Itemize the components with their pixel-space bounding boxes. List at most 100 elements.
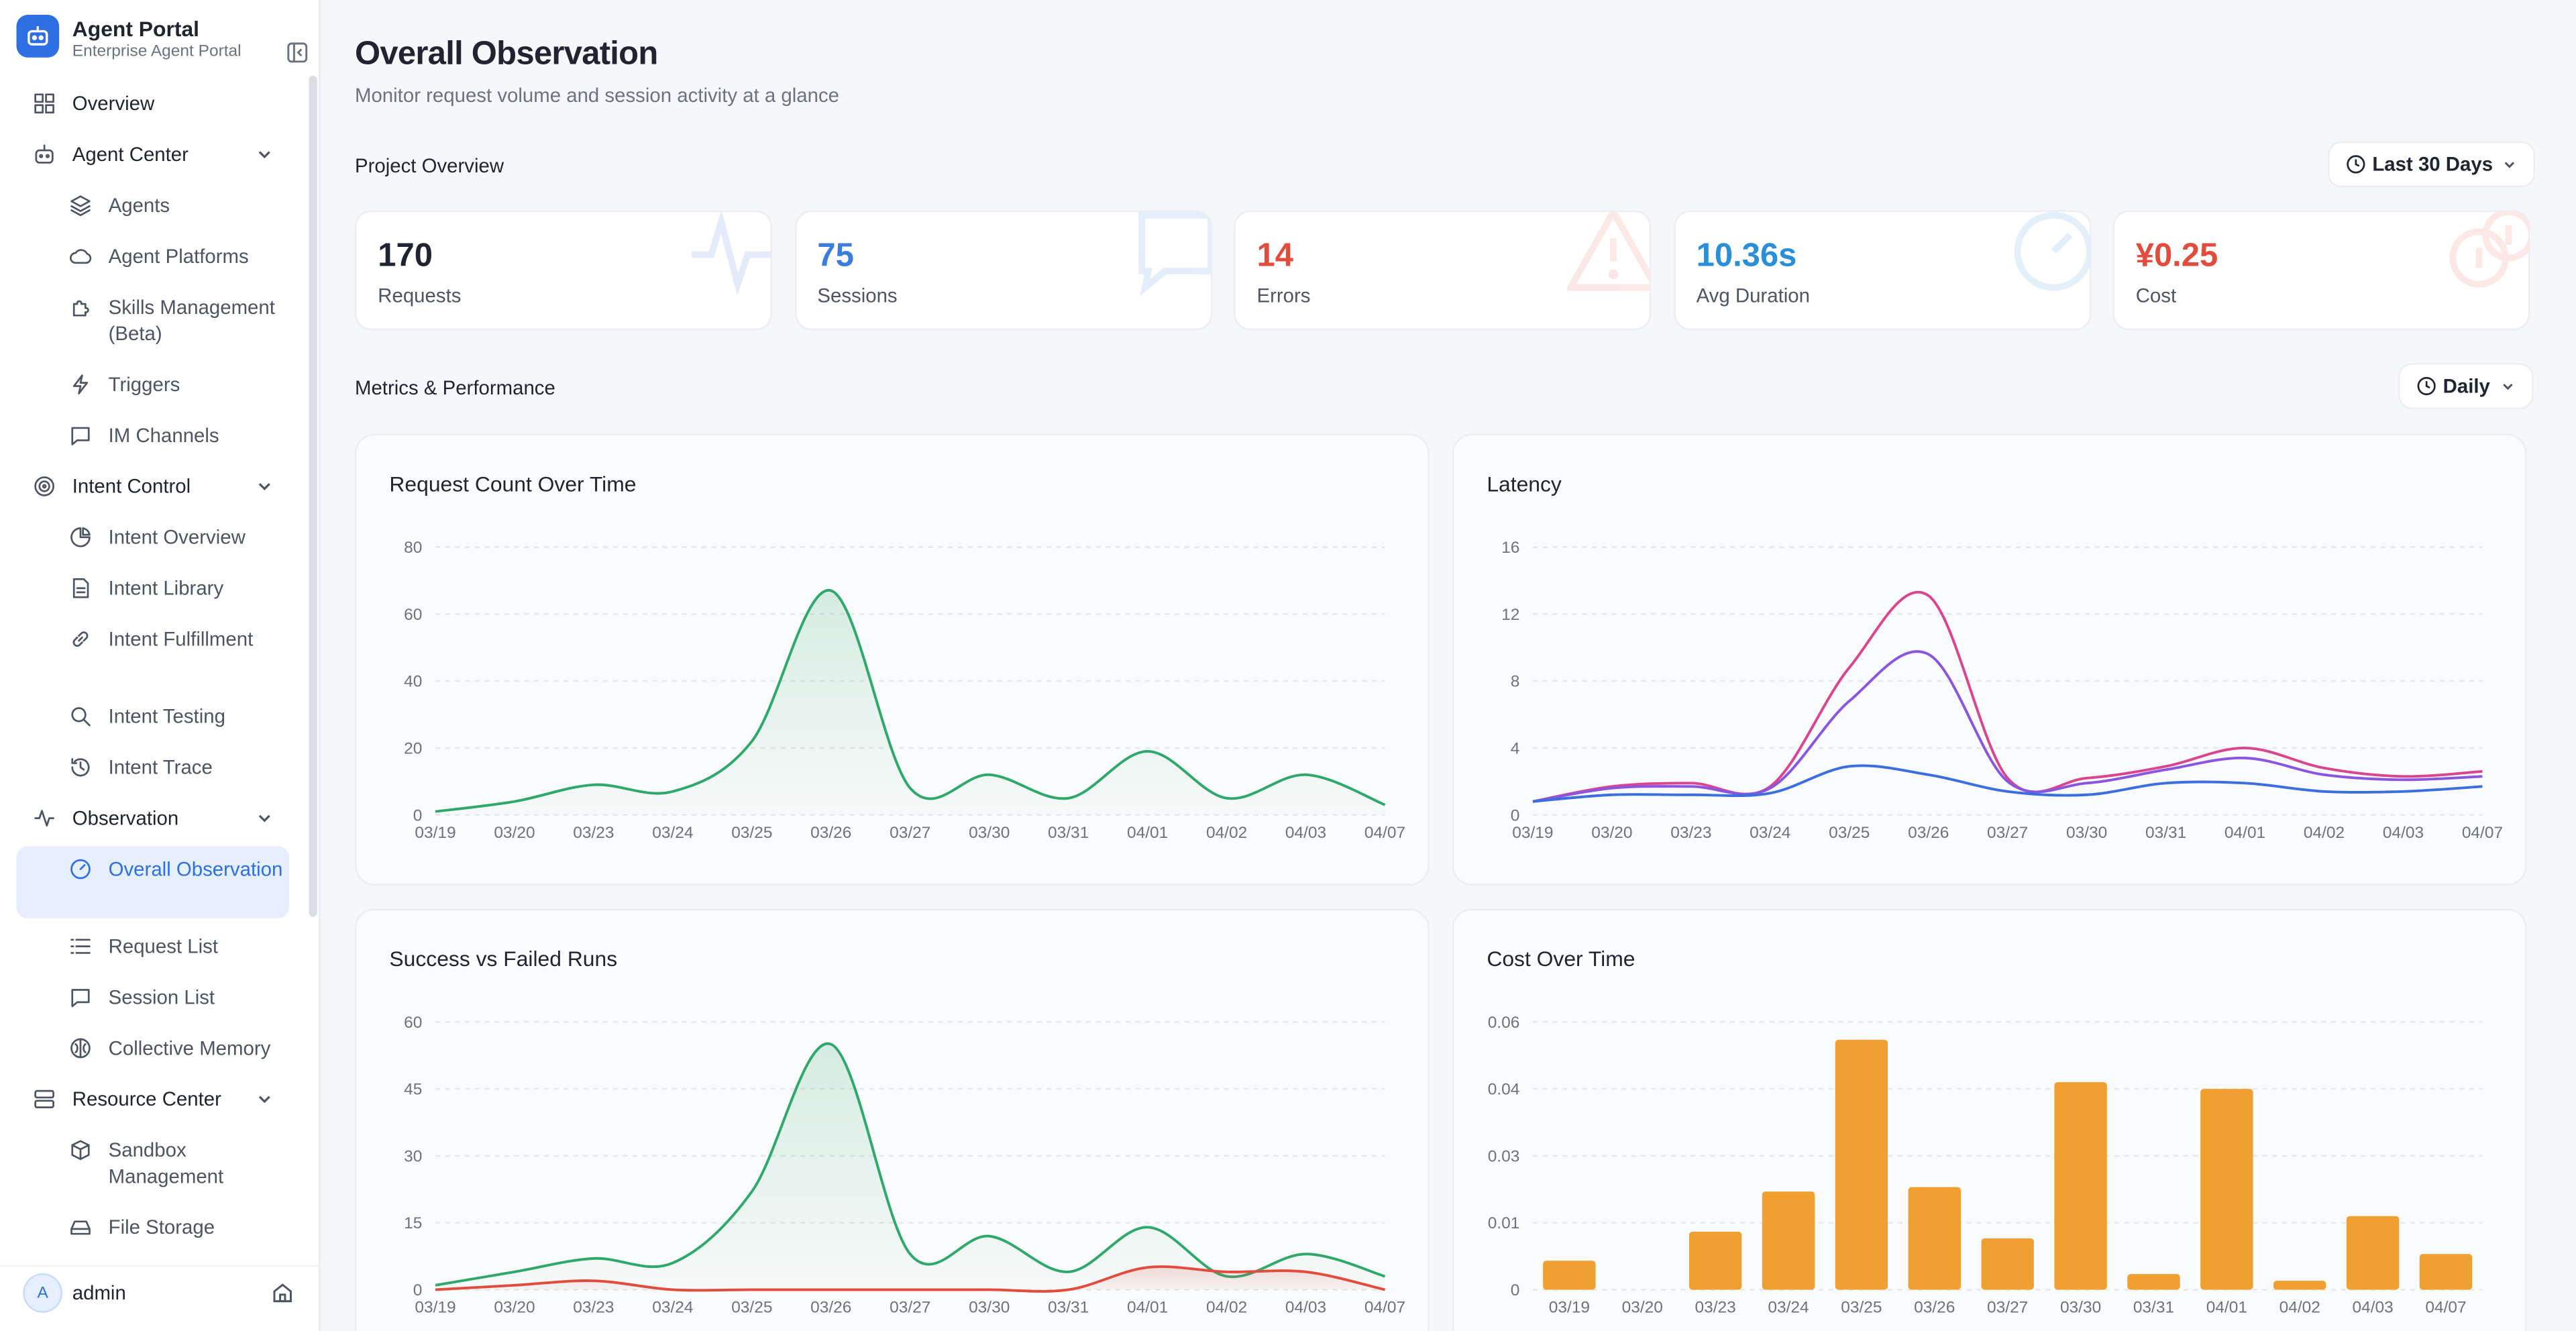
- message-icon: [71, 989, 90, 1008]
- sidebar-item-file-storage[interactable]: File Storage: [16, 1204, 289, 1245]
- stat-card-avg-duration[interactable]: 10.36s Avg Duration: [1673, 210, 2091, 331]
- x-tick-label: 03/27: [1987, 1299, 2028, 1317]
- sidebar-item-label: Agent Platforms: [108, 244, 249, 268]
- series-line[interactable]: [1532, 650, 2483, 803]
- y-tick-label: 16: [1501, 539, 1519, 557]
- y-tick-label: 0: [413, 806, 423, 824]
- bar[interactable]: [1543, 1261, 1596, 1290]
- stat-label: Avg Duration: [1696, 284, 1810, 307]
- x-tick-label: 03/26: [1914, 1299, 1955, 1317]
- sidebar-item-overview[interactable]: Overview: [16, 81, 289, 127]
- x-tick-label: 03/30: [969, 824, 1010, 842]
- bar[interactable]: [1835, 1039, 1888, 1290]
- project-overview-title: Project Overview: [354, 154, 504, 178]
- sidebar-item-intent-control[interactable]: Intent Control: [16, 464, 289, 510]
- stat-card-requests[interactable]: 170 Requests: [354, 210, 773, 331]
- x-tick-label: 04/02: [2279, 1299, 2320, 1317]
- y-tick-label: 20: [404, 739, 422, 757]
- cost-card: Cost Over Time 0 0.01 0.03 0.04 0.06 03/19 03/…: [1452, 908, 2527, 1331]
- stat-card-cost[interactable]: ¥0.25 Cost: [2112, 210, 2530, 331]
- chevron-down-icon[interactable]: [256, 146, 272, 162]
- sidebar-item-label: Agents: [108, 193, 170, 217]
- stat-value: 14: [1256, 238, 1293, 274]
- sidebar-item-skills-management-beta[interactable]: Skills Management (Beta): [16, 284, 289, 357]
- date-range-select[interactable]: Last 30 Days: [2328, 141, 2536, 188]
- sidebar-scrollbar[interactable]: [309, 75, 317, 917]
- sidebar-item-collective-memory[interactable]: Collective Memory: [16, 1025, 289, 1071]
- sidebar-item-agent-platforms[interactable]: Agent Platforms: [16, 233, 289, 280]
- bar[interactable]: [1688, 1231, 1742, 1290]
- series-line[interactable]: [435, 1042, 1386, 1287]
- sidebar-item-intent-library[interactable]: Intent Library: [16, 565, 289, 611]
- y-tick-label: 40: [404, 673, 422, 691]
- avatar[interactable]: A: [23, 1273, 63, 1313]
- sidebar-item-intent-trace[interactable]: Intent Trace: [16, 744, 289, 790]
- y-tick-label: 0.04: [1488, 1081, 1520, 1099]
- x-tick-label: 03/25: [1829, 824, 1870, 842]
- sidebar-item-agent-center[interactable]: Agent Center: [16, 131, 289, 178]
- series-line[interactable]: [1532, 764, 2483, 803]
- chevron-down-icon[interactable]: [256, 1091, 272, 1107]
- sidebar-item-intent-overview[interactable]: Intent Overview: [16, 515, 289, 561]
- sidebar-item-request-list[interactable]: Request List: [16, 923, 289, 969]
- sidebar-nav: Overview Agent Center Agents Agent Platform…: [0, 76, 307, 1246]
- y-tick-label: 30: [404, 1147, 422, 1165]
- clock-icon: [2347, 155, 2365, 174]
- sidebar-item-overall-observation[interactable]: Overall Observation: [16, 846, 290, 918]
- sidebar-item-label: IM Channels: [108, 423, 219, 447]
- sidebar-item-label: Intent Trace: [108, 755, 213, 779]
- date-range-label: Last 30 Days: [2372, 152, 2493, 176]
- sidebar-item-intent-fulfillment[interactable]: Intent Fulfillment: [16, 616, 289, 688]
- stat-card-sessions[interactable]: 75 Sessions: [794, 210, 1212, 331]
- request-count-card: Request Count Over Time 0 20 40 60 80 03/19 03…: [354, 433, 1430, 886]
- chevron-down-icon[interactable]: [256, 478, 272, 494]
- brand[interactable]: Agent Portal Enterprise Agent Portal: [16, 15, 308, 64]
- metrics-title: Metrics & Performance: [354, 376, 555, 400]
- sidebar-item-observation[interactable]: Observation: [16, 795, 289, 841]
- chart-title: Latency: [1487, 471, 1562, 496]
- sidebar-item-label: Resource Center: [72, 1087, 221, 1111]
- brand-title: Agent Portal: [72, 16, 200, 42]
- puzzle-icon: [72, 300, 89, 317]
- robot-logo-icon: [16, 15, 60, 58]
- x-tick-label: 04/01: [1127, 824, 1168, 842]
- bar[interactable]: [2054, 1082, 2107, 1290]
- bar[interactable]: [2127, 1274, 2180, 1290]
- x-tick-label: 03/25: [731, 1299, 772, 1317]
- bar[interactable]: [2273, 1281, 2326, 1290]
- bar[interactable]: [1908, 1187, 1961, 1290]
- stat-value: ¥0.25: [2135, 238, 2218, 274]
- sidebar-item-intent-testing[interactable]: Intent Testing: [16, 693, 289, 739]
- sidebar-item-im-channels[interactable]: IM Channels: [16, 413, 289, 459]
- sidebar-item-triggers[interactable]: Triggers: [16, 362, 289, 408]
- x-tick-label: 03/30: [969, 1299, 1010, 1317]
- bar[interactable]: [1762, 1191, 1815, 1290]
- grid-icon: [34, 93, 54, 114]
- bar[interactable]: [2419, 1254, 2473, 1290]
- sidebar-item-label: Intent Control: [72, 474, 191, 498]
- series-area: [435, 1267, 1385, 1291]
- x-tick-label: 03/30: [2060, 1299, 2101, 1317]
- granularity-select[interactable]: Daily: [2398, 363, 2533, 409]
- bar[interactable]: [2346, 1216, 2400, 1290]
- series-line[interactable]: [435, 1265, 1385, 1293]
- chevron-down-icon[interactable]: [256, 810, 272, 826]
- collapse-sidebar-icon[interactable]: [286, 41, 309, 64]
- stat-card-errors[interactable]: 14 Errors: [1234, 210, 1652, 331]
- x-tick-label: 03/24: [652, 824, 693, 842]
- bar[interactable]: [2200, 1089, 2253, 1290]
- bar[interactable]: [1981, 1238, 2034, 1290]
- series-line[interactable]: [435, 589, 1386, 813]
- sidebar-item-label: Agent Center: [72, 143, 189, 166]
- sidebar: Agent Portal Enterprise Agent Portal Ove…: [0, 0, 321, 1331]
- sidebar-item-agents[interactable]: Agents: [16, 182, 289, 229]
- home-icon[interactable]: [271, 1281, 294, 1304]
- link-icon: [72, 631, 89, 647]
- x-tick-label: 03/25: [731, 824, 772, 842]
- series-line[interactable]: [1532, 590, 2483, 803]
- user-name[interactable]: admin: [72, 1281, 126, 1305]
- sidebar-item-resource-center[interactable]: Resource Center: [16, 1076, 289, 1122]
- sidebar-item-session-list[interactable]: Session List: [16, 974, 289, 1020]
- sidebar-item-sandbox-management[interactable]: Sandbox Management: [16, 1127, 289, 1200]
- y-tick-label: 60: [404, 1014, 422, 1032]
